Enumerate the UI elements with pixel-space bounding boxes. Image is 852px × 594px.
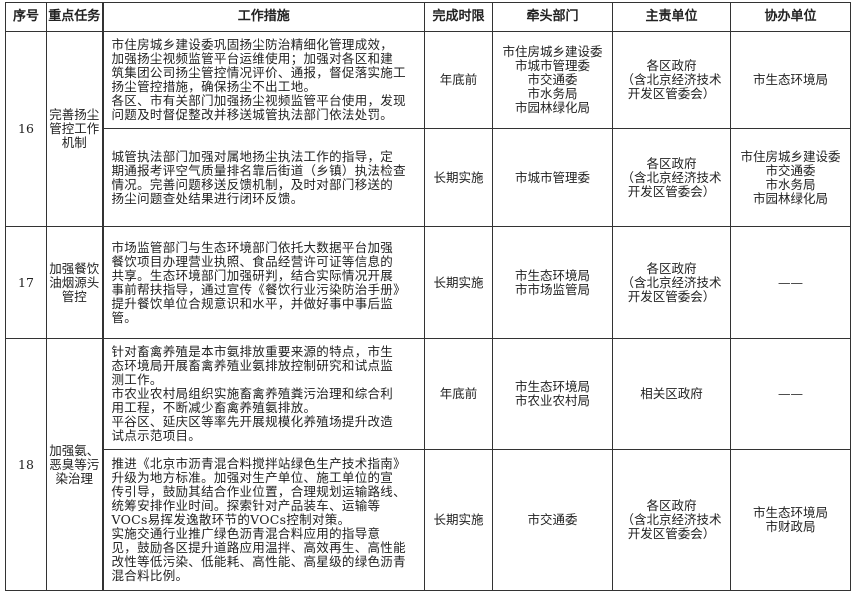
row-no: 16 <box>5 31 47 227</box>
header-main: 主责单位 <box>612 2 731 32</box>
header-no: 序号 <box>5 2 47 32</box>
table-row: 16 完善扬尘 管控工作 机制 市住房城乡建设委巩固扬尘防治精细化管理成效， 加… <box>5 31 851 227</box>
table-row: 推进《北京市沥青混合料搅拌站绿色生产技术指南》 升级为地方标准。加强对生产单位、… <box>6 449 851 591</box>
row-task: 加强餐饮 油烟源头 管控 <box>46 226 103 339</box>
row-deadline: 长期实施 <box>424 449 493 591</box>
row-assist: 市生态环境局 <box>730 31 851 129</box>
row-measure: 针对畜禽养殖是本市氨排放重要来源的特点，市生 态环境局开展畜禽养殖业氨排放控制研… <box>101 338 425 450</box>
row-assist: 市住房城乡建设委 市交通委 市水务局 市园林绿化局 <box>730 128 851 227</box>
row-assist: —— <box>730 338 851 450</box>
row-measure: 城管执法部门加强对属地扬尘执法工作的指导，定 期通报考评空气质量排名靠后街道（乡… <box>101 128 425 227</box>
row-no: 18 <box>5 338 47 591</box>
row-main: 各区政府 （含北京经济技术 开发区管委会） <box>612 31 731 129</box>
row-deadline: 年底前 <box>424 31 493 129</box>
table-row: 城管执法部门加强对属地扬尘执法工作的指导，定 期通报考评空气质量排名靠后街道（乡… <box>6 128 851 227</box>
header-deadline: 完成时限 <box>424 2 493 32</box>
table-row: 18 加强氨、 恶臭等污 染治理 针对畜禽养殖是本市氨排放重要来源的特点，市生 … <box>5 338 851 591</box>
header-assist: 协办单位 <box>730 2 851 32</box>
row-main: 相关区政府 <box>612 338 731 450</box>
row-no: 17 <box>5 226 47 339</box>
row-assist: —— <box>730 226 851 339</box>
row-task: 加强氨、 恶臭等污 染治理 <box>46 338 103 591</box>
row-measure: 市住房城乡建设委巩固扬尘防治精细化管理成效， 加强扬尘视频监管平台运维使用；加强… <box>101 31 425 129</box>
row-deadline: 长期实施 <box>424 226 493 339</box>
row-measure: 市场监管部门与生态环境部门依托大数据平台加强 餐饮项目办理营业执照、食品经营许可… <box>101 226 425 339</box>
row-task: 完善扬尘 管控工作 机制 <box>46 31 103 227</box>
task-table: 序号 重点任务 工作措施 完成时限 牵头部门 主责单位 协办单位 16 完善扬尘… <box>5 2 851 591</box>
row-assist: 市生态环境局 市财政局 <box>730 449 851 591</box>
row-lead: 市生态环境局 市市场监管局 <box>492 226 613 339</box>
table-row: 17 加强餐饮 油烟源头 管控 市场监管部门与生态环境部门依托大数据平台加强 餐… <box>5 226 851 339</box>
row-main: 各区政府 （含北京经济技术 开发区管委会） <box>612 128 731 227</box>
row-main: 各区政府 （含北京经济技术 开发区管委会） <box>612 449 731 591</box>
row-deadline: 年底前 <box>424 338 493 450</box>
row-measure: 推进《北京市沥青混合料搅拌站绿色生产技术指南》 升级为地方标准。加强对生产单位、… <box>101 449 425 591</box>
header-task: 重点任务 <box>46 2 103 32</box>
header-lead: 牵头部门 <box>492 2 613 32</box>
row-lead: 市生态环境局 市农业农村局 <box>492 338 613 450</box>
header-row: 序号 重点任务 工作措施 完成时限 牵头部门 主责单位 协办单位 <box>5 2 851 32</box>
row-lead: 市交通委 <box>492 449 613 591</box>
row-main: 各区政府 （含北京经济技术 开发区管委会） <box>612 226 731 339</box>
row-deadline: 长期实施 <box>424 128 493 227</box>
row-lead: 市城市管理委 <box>492 128 613 227</box>
header-measure: 工作措施 <box>101 2 425 32</box>
row-lead: 市住房城乡建设委 市城市管理委 市交通委 市水务局 市园林绿化局 <box>492 31 613 129</box>
